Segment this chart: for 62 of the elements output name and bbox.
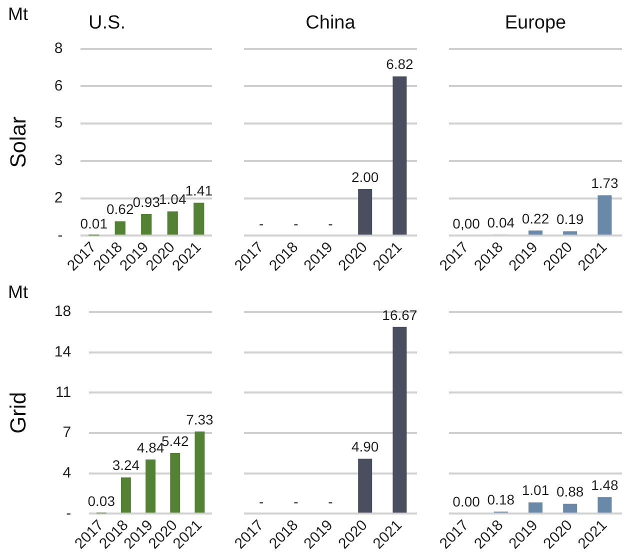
text: - [258, 216, 264, 232]
y-tick-label: 5 [54, 114, 63, 132]
bar [167, 211, 178, 235]
data-label: 0,00 [452, 216, 480, 232]
bar [563, 504, 578, 513]
data-label: 0.03 [88, 493, 116, 510]
chart-title: China [306, 12, 356, 34]
chart-title: Europe [504, 12, 566, 34]
data-label: 0.00 [452, 494, 480, 510]
text: - [328, 216, 333, 232]
bar [141, 214, 152, 235]
data-label: 4.90 [351, 438, 379, 455]
chart-title: U.S. [88, 12, 126, 34]
text: - [294, 494, 298, 510]
y-tick-label: 18 [54, 303, 72, 320]
data-label: 0.04 [487, 214, 515, 231]
data-label: 1.48 [591, 476, 619, 493]
data-label: 6.82 [386, 56, 414, 72]
data-label: 3.24 [112, 457, 140, 474]
bar [120, 477, 131, 513]
data-label: 1.73 [591, 175, 619, 192]
y-tick-label: 11 [56, 384, 72, 401]
y-tick-label: - [66, 504, 72, 522]
data-label: 1.04 [159, 191, 186, 208]
bar [194, 202, 204, 235]
data-label: 5.42 [162, 432, 189, 449]
bar [114, 221, 126, 235]
bar [194, 432, 205, 513]
text: - [294, 216, 298, 232]
y-tick-label: 8 [54, 40, 63, 57]
bar [170, 452, 180, 513]
data-label: 0.01 [80, 215, 108, 232]
data-label: 0.93 [132, 194, 160, 210]
data-label: 0.88 [556, 484, 584, 500]
bar [598, 497, 612, 513]
bar [146, 459, 156, 513]
y-axis-title: Grid [5, 392, 30, 434]
y-tick-label: 14 [54, 343, 72, 360]
data-label: 0.62 [106, 201, 134, 218]
text: - [258, 494, 264, 510]
bar [598, 195, 612, 235]
y-tick-label: 7 [62, 424, 72, 442]
data-label: 1.41 [185, 182, 213, 199]
bar [528, 230, 543, 235]
text: Mt [8, 4, 28, 24]
y-tick-label: 2 [54, 189, 63, 206]
data-label: 0.19 [556, 211, 584, 228]
text: - [328, 494, 333, 510]
data-label: 16.67 [382, 306, 418, 323]
data-label: 2.00 [351, 168, 379, 185]
data-label: 7.33 [186, 411, 214, 428]
data-label: 0.18 [487, 492, 515, 508]
y-tick-label: 6 [54, 77, 63, 94]
data-label: 0.22 [522, 210, 550, 226]
bar [528, 502, 543, 513]
data-label: 1.01 [522, 482, 550, 498]
y-tick-label: 4 [62, 464, 72, 482]
y-tick-label: - [58, 226, 63, 244]
y-tick-label: 3 [54, 152, 63, 170]
bar [563, 231, 578, 235]
text: Mt [8, 282, 28, 302]
y-axis-title: Solar [5, 116, 30, 168]
